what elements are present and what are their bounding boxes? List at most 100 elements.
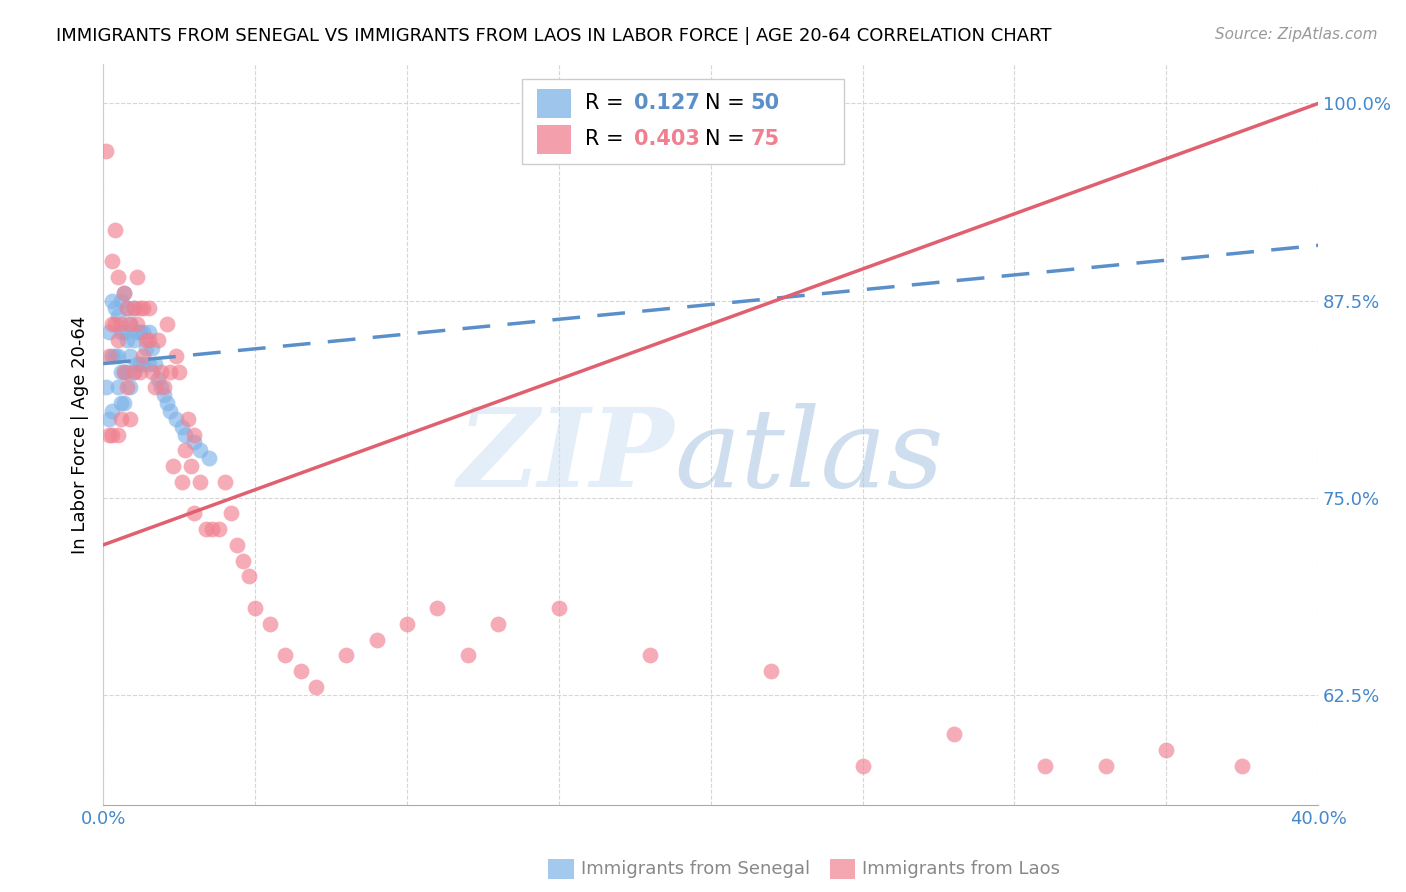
Point <box>165 412 187 426</box>
Point <box>112 285 135 300</box>
Point <box>366 632 388 647</box>
Point <box>156 317 179 331</box>
Point <box>104 222 127 236</box>
Point <box>174 427 197 442</box>
Point <box>761 664 783 678</box>
Point <box>110 317 132 331</box>
Text: 75: 75 <box>751 129 780 149</box>
Point <box>131 349 153 363</box>
Point <box>146 333 169 347</box>
Point <box>125 269 148 284</box>
Point <box>107 380 129 394</box>
Point <box>225 538 247 552</box>
Text: 0.127: 0.127 <box>634 93 700 112</box>
Point <box>110 396 132 410</box>
Point <box>159 404 181 418</box>
Text: atlas: atlas <box>675 403 943 510</box>
Point <box>96 380 118 394</box>
Point <box>122 364 145 378</box>
Point <box>112 396 135 410</box>
Point <box>107 310 129 324</box>
Point <box>259 616 281 631</box>
Point <box>162 459 184 474</box>
Point <box>110 364 132 378</box>
Point <box>122 301 145 316</box>
Point <box>101 317 124 331</box>
Text: Source: ZipAtlas.com: Source: ZipAtlas.com <box>1215 27 1378 42</box>
Point <box>104 349 127 363</box>
Point <box>138 301 160 316</box>
Point <box>138 357 160 371</box>
Point <box>172 419 194 434</box>
Bar <box>537 125 571 154</box>
Point <box>195 522 218 536</box>
Point <box>131 301 153 316</box>
Point <box>305 680 328 694</box>
Point <box>131 325 153 339</box>
Point <box>107 333 129 347</box>
Point <box>201 522 224 536</box>
Point <box>1154 743 1177 757</box>
Point <box>101 427 124 442</box>
Text: 0.403: 0.403 <box>634 129 700 149</box>
Point <box>112 285 135 300</box>
Point <box>851 758 873 772</box>
Text: R =: R = <box>585 93 631 112</box>
Point <box>457 648 479 663</box>
Point <box>426 601 449 615</box>
Point <box>238 569 260 583</box>
Point <box>274 648 297 663</box>
Point <box>547 601 569 615</box>
Point <box>165 349 187 363</box>
Point <box>128 357 150 371</box>
Point <box>174 443 197 458</box>
Point <box>188 443 211 458</box>
Point <box>638 648 661 663</box>
Point <box>98 427 121 442</box>
Point <box>486 616 509 631</box>
Text: IMMIGRANTS FROM SENEGAL VS IMMIGRANTS FROM LAOS IN LABOR FORCE | AGE 20-64 CORRE: IMMIGRANTS FROM SENEGAL VS IMMIGRANTS FR… <box>56 27 1052 45</box>
Point <box>207 522 229 536</box>
Point <box>96 144 118 158</box>
Text: N =: N = <box>704 129 751 149</box>
Point <box>198 451 221 466</box>
Point <box>120 412 142 426</box>
Point <box>177 412 200 426</box>
Point <box>120 317 142 331</box>
Point <box>117 301 139 316</box>
Point <box>98 412 121 426</box>
Text: ZIP: ZIP <box>457 403 675 510</box>
Point <box>156 396 179 410</box>
Point <box>180 459 202 474</box>
Point <box>128 364 150 378</box>
Point <box>101 293 124 308</box>
Point <box>183 507 205 521</box>
Point <box>101 404 124 418</box>
Point <box>219 507 242 521</box>
Point <box>188 475 211 489</box>
Point <box>122 364 145 378</box>
Point <box>143 357 166 371</box>
Point <box>138 325 160 339</box>
Text: R =: R = <box>585 129 631 149</box>
Point <box>117 301 139 316</box>
FancyBboxPatch shape <box>522 78 844 164</box>
Point <box>128 301 150 316</box>
Text: Immigrants from Senegal: Immigrants from Senegal <box>581 860 810 878</box>
Point <box>110 412 132 426</box>
Point <box>183 435 205 450</box>
Point <box>153 388 176 402</box>
Point <box>107 349 129 363</box>
Text: N =: N = <box>704 93 751 112</box>
Point <box>120 380 142 394</box>
Point <box>149 380 172 394</box>
Point <box>149 364 172 378</box>
Point <box>1033 758 1056 772</box>
Point <box>104 301 127 316</box>
Point <box>153 380 176 394</box>
Point <box>125 357 148 371</box>
Point <box>112 364 135 378</box>
Point <box>98 349 121 363</box>
Point <box>110 325 132 339</box>
Point <box>131 357 153 371</box>
